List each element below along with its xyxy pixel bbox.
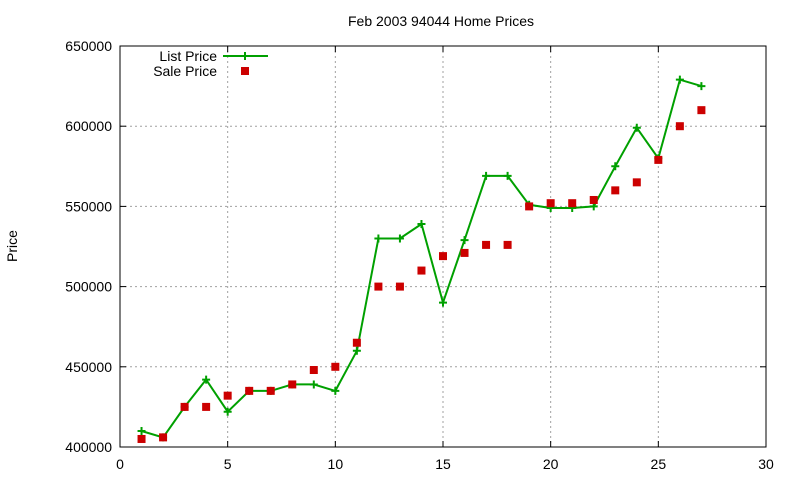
y-tick-label: 600000 (65, 118, 112, 134)
legend-marker-list-price (241, 52, 249, 60)
data-point (525, 202, 534, 211)
y-tick-label: 500000 (65, 279, 112, 295)
legend-entry-list-price: List Price (159, 48, 268, 64)
y-tick-label: 650000 (65, 38, 112, 54)
data-point (288, 380, 297, 389)
data-point (417, 220, 426, 229)
series-line (141, 78, 702, 439)
data-point (374, 234, 383, 243)
data-point (460, 248, 469, 257)
data-point (482, 171, 491, 180)
data-point (374, 282, 383, 291)
data-point (632, 123, 641, 132)
x-tick-label: 30 (758, 456, 774, 472)
y-tick-label: 400000 (65, 439, 112, 455)
x-tick-label: 5 (224, 456, 232, 472)
series-list-price (137, 75, 706, 442)
legend-entry-sale-price: Sale Price (153, 63, 249, 79)
data-point (697, 82, 706, 91)
data-point (352, 346, 361, 355)
x-tick-label: 15 (435, 456, 451, 472)
data-point (309, 380, 318, 389)
legend-label-list-price: List Price (159, 48, 217, 64)
data-point (503, 240, 512, 249)
y-tick-label: 450000 (65, 359, 112, 375)
grid (120, 46, 766, 447)
data-point (395, 282, 404, 291)
data-point (137, 434, 146, 443)
data-point (675, 75, 684, 84)
data-point (352, 338, 361, 347)
data-point (503, 171, 512, 180)
data-point (202, 375, 211, 384)
y-tick-label: 550000 (65, 198, 112, 214)
data-point (180, 402, 189, 411)
data-point (611, 186, 620, 195)
legend-label-sale-price: Sale Price (153, 63, 217, 79)
data-point (439, 252, 447, 261)
legend-marker-sale-price (241, 67, 249, 75)
data-point (245, 386, 254, 395)
data-point (331, 362, 340, 371)
x-tick-label: 20 (543, 456, 559, 472)
data-point (546, 199, 555, 208)
data-point (331, 386, 340, 395)
data-point (460, 236, 469, 245)
x-tick-label: 0 (116, 456, 124, 472)
data-point (675, 122, 684, 131)
data-point (223, 407, 232, 416)
data-point (654, 155, 663, 164)
data-point (395, 234, 404, 243)
series (137, 75, 706, 443)
data-point (697, 106, 706, 115)
data-point (482, 240, 491, 249)
data-point (137, 426, 146, 435)
legend: List Price Sale Price (153, 48, 268, 79)
chart-title: Feb 2003 94044 Home Prices (348, 13, 534, 29)
series-sale-price (137, 106, 706, 443)
x-tick-label: 25 (651, 456, 667, 472)
data-point (309, 366, 318, 375)
data-point (417, 266, 426, 275)
data-point (159, 433, 168, 442)
x-tick-label: 10 (328, 456, 344, 472)
axes: 0 5 10 15 20 25 30 400000 450000 500000 550000 6000… (65, 38, 774, 472)
data-point (266, 386, 275, 395)
data-point (202, 402, 211, 411)
y-axis-label: Price (4, 230, 20, 262)
data-point (589, 195, 598, 204)
plot-frame (119, 45, 767, 448)
data-point (439, 298, 447, 307)
data-point (223, 391, 232, 400)
data-point (568, 199, 577, 208)
data-point (632, 178, 641, 187)
data-point (611, 162, 620, 171)
